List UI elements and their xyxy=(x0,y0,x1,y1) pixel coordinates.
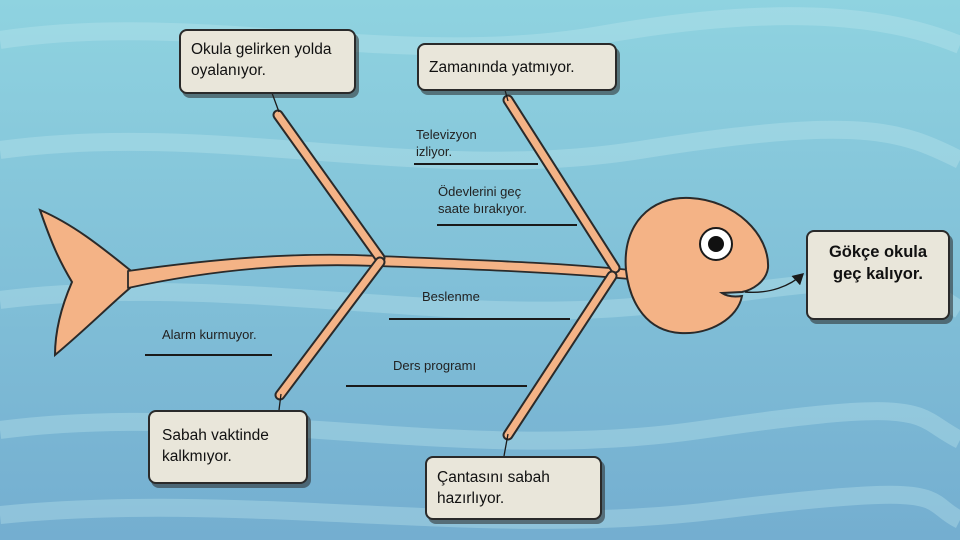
cause-box-top-left: Okula gelirken yolda oyalanıyor. xyxy=(179,29,356,94)
sub-label-schedule: Ders programı xyxy=(393,358,477,373)
effect-box: Gökçe okula geç kalıyor. xyxy=(806,230,950,320)
sub-label-alarm: Alarm kurmuyor. xyxy=(162,327,257,342)
cause-box-bottom-right: Çantasını sabah hazırlıyor. xyxy=(425,456,602,520)
cause-box-bottom-left: Sabah vaktinde kalkmıyor. xyxy=(148,410,308,484)
sub-line-television xyxy=(414,163,538,165)
sub-line-alarm xyxy=(145,354,272,356)
fish-pupil xyxy=(708,236,724,252)
effect-arrow xyxy=(744,273,805,294)
connector-top-right xyxy=(504,89,509,102)
connector-bottom-right xyxy=(503,433,509,457)
sub-line-homework xyxy=(437,224,577,226)
bone-top-left xyxy=(272,109,386,264)
connector-bottom-left xyxy=(278,393,282,411)
bone-bottom-left xyxy=(274,256,386,401)
bone-top-right xyxy=(502,94,621,274)
sub-line-nutrition xyxy=(389,318,570,320)
fish-tail xyxy=(38,208,131,358)
cause-box-top-right: Zamanında yatmıyor. xyxy=(417,43,617,91)
bone-bottom-right xyxy=(502,270,618,441)
fish-head xyxy=(624,196,770,335)
sub-label-nutrition: Beslenme xyxy=(422,289,480,304)
sub-line-schedule xyxy=(346,385,527,387)
sub-label-homework: Ödevlerini geç saate bırakıyor. xyxy=(438,184,527,216)
connector-top-left xyxy=(271,92,280,113)
sub-label-television: Televizyon izliyor. xyxy=(416,127,477,159)
